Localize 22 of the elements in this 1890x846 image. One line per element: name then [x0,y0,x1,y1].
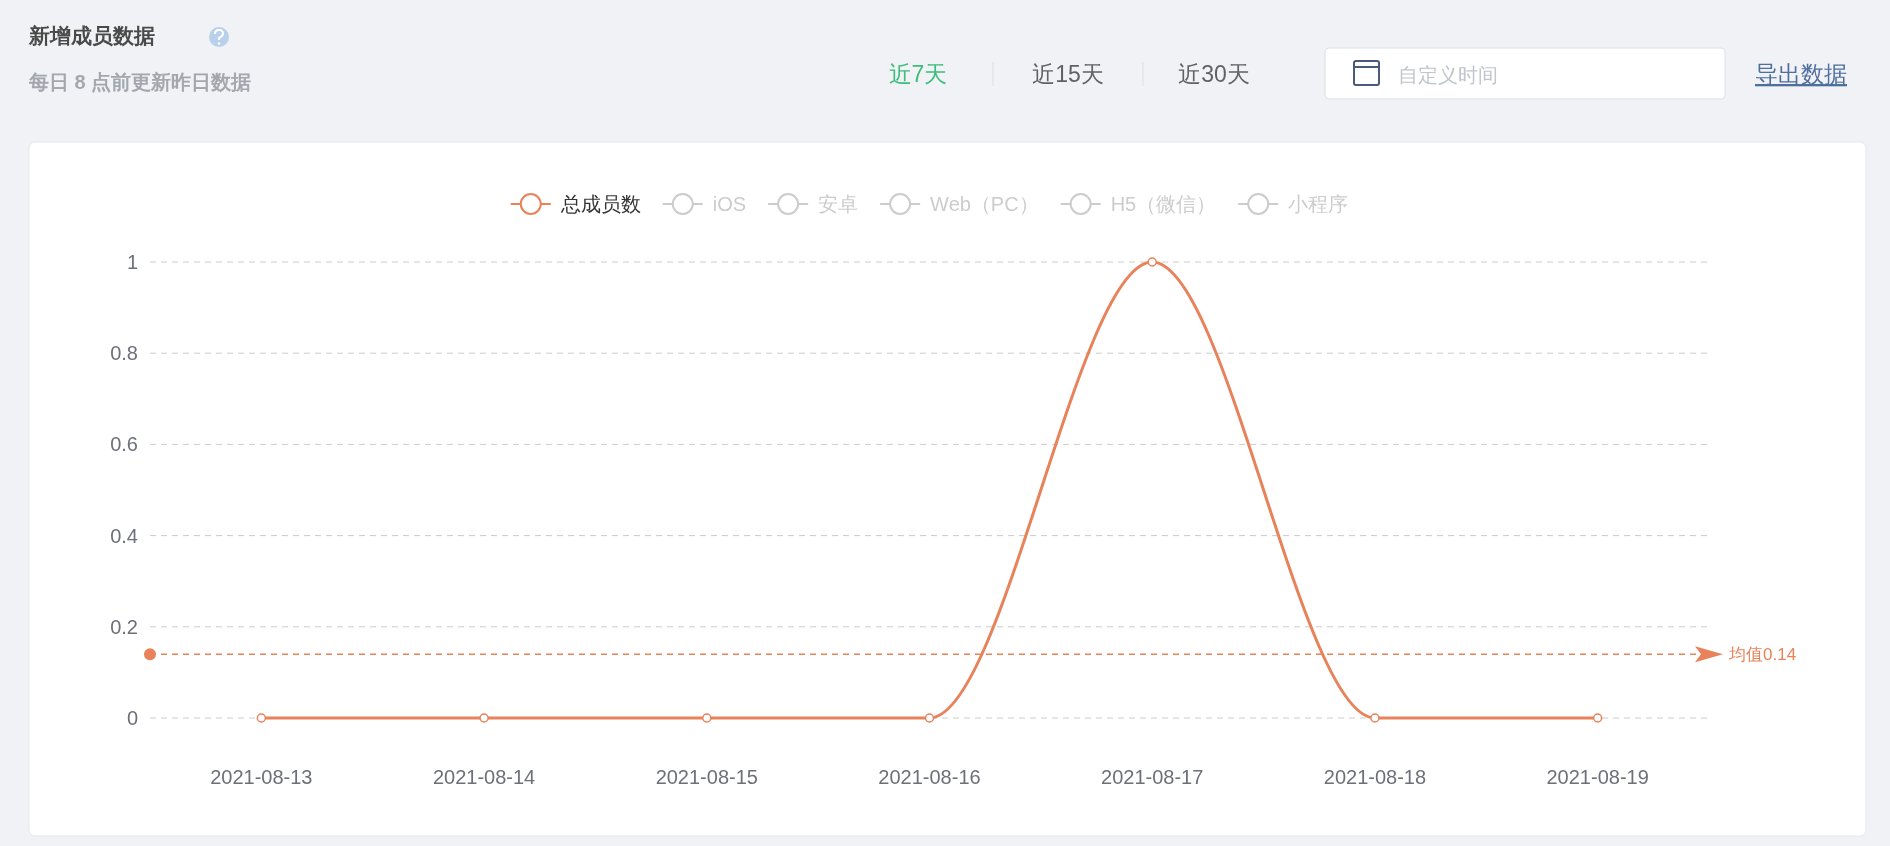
x-tick-label: 2021-08-14 [432,766,536,788]
x-tick-label: 2021-08-16 [878,766,981,788]
y-tick-label: 0.6 [110,433,138,456]
legend-label: 总成员数 [559,193,641,215]
y-tick-label: 0.8 [110,342,138,365]
x-tick-label: 2021-08-15 [655,766,758,788]
x-tick-label: 2021-08-19 [1546,766,1649,788]
text: 近15天 [1032,61,1104,87]
text: 近30天 [1178,61,1250,87]
text: 导出数据 [1755,61,1847,87]
ref-line-label: 均值0.14 [1728,645,1797,665]
y-tick-label: 0.2 [110,615,138,638]
x-tick-label: 2021-08-18 [1323,766,1427,788]
y-tick-label: 1 [126,251,138,273]
chart-title: 新增成员数据 [28,24,155,47]
chart-subtitle: 每日 8 点前更新昨日数据 [28,71,252,93]
x-tick-label: 2021-08-17 [1101,766,1204,788]
text: 近7天 [888,61,948,87]
text: 自定义时间 [1398,64,1498,86]
y-tick-label: 0 [126,707,138,729]
x-tick-label: 2021-08-13 [210,766,313,788]
y-tick-label: 0.4 [110,524,138,547]
